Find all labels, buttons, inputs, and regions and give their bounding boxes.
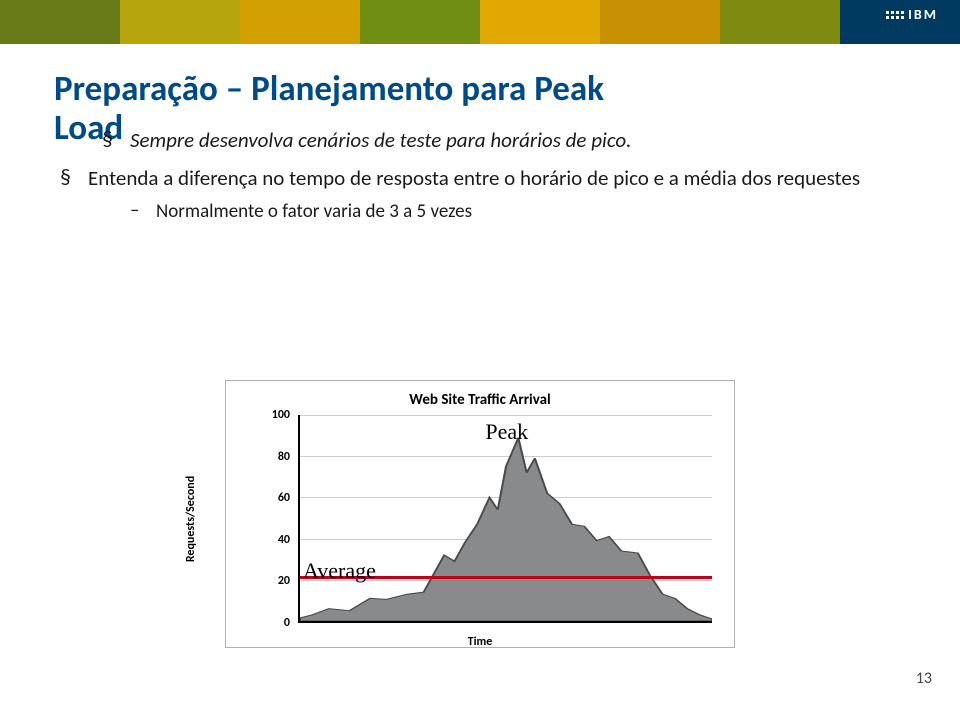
ibm-logo: IBM — [886, 6, 938, 23]
page-number: 13 — [916, 669, 932, 688]
chart-plot: Peak Average — [298, 415, 712, 623]
band-seg — [240, 0, 360, 44]
bullet-1: Sempre desenvolva cenários de teste para… — [130, 127, 631, 153]
logo-text: IBM — [908, 6, 938, 23]
subbullet-1: Normalmente o fator varia de 3 a 5 vezes — [156, 200, 472, 223]
bullet-2: Entenda a diferença no tempo de resposta… — [88, 165, 860, 191]
band-seg — [0, 0, 120, 44]
logo-dots-icon — [886, 11, 904, 19]
chart-area-series — [300, 415, 712, 621]
band-seg: IBM — [840, 0, 960, 44]
top-color-band: IBM — [0, 0, 960, 44]
traffic-chart: Web Site Traffic Arrival Requests/Second… — [225, 380, 735, 648]
band-seg — [360, 0, 480, 44]
chart-xlabel: Time — [468, 635, 493, 649]
chart-average-label: Average — [303, 558, 376, 584]
band-seg — [480, 0, 600, 44]
bullet-marker: § — [102, 127, 116, 151]
title-line-1: Preparação – Planejamento para Peak — [54, 68, 604, 110]
band-seg — [120, 0, 240, 44]
band-seg — [600, 0, 720, 44]
chart-yticks: 020406080100 — [262, 415, 296, 623]
band-seg — [720, 0, 840, 44]
chart-ylabel: Requests/Second — [184, 476, 198, 562]
chart-peak-label: Peak — [485, 419, 528, 445]
bullet-marker: § — [60, 165, 74, 189]
chart-title: Web Site Traffic Arrival — [238, 391, 722, 409]
subbullet-dash: – — [130, 200, 142, 223]
